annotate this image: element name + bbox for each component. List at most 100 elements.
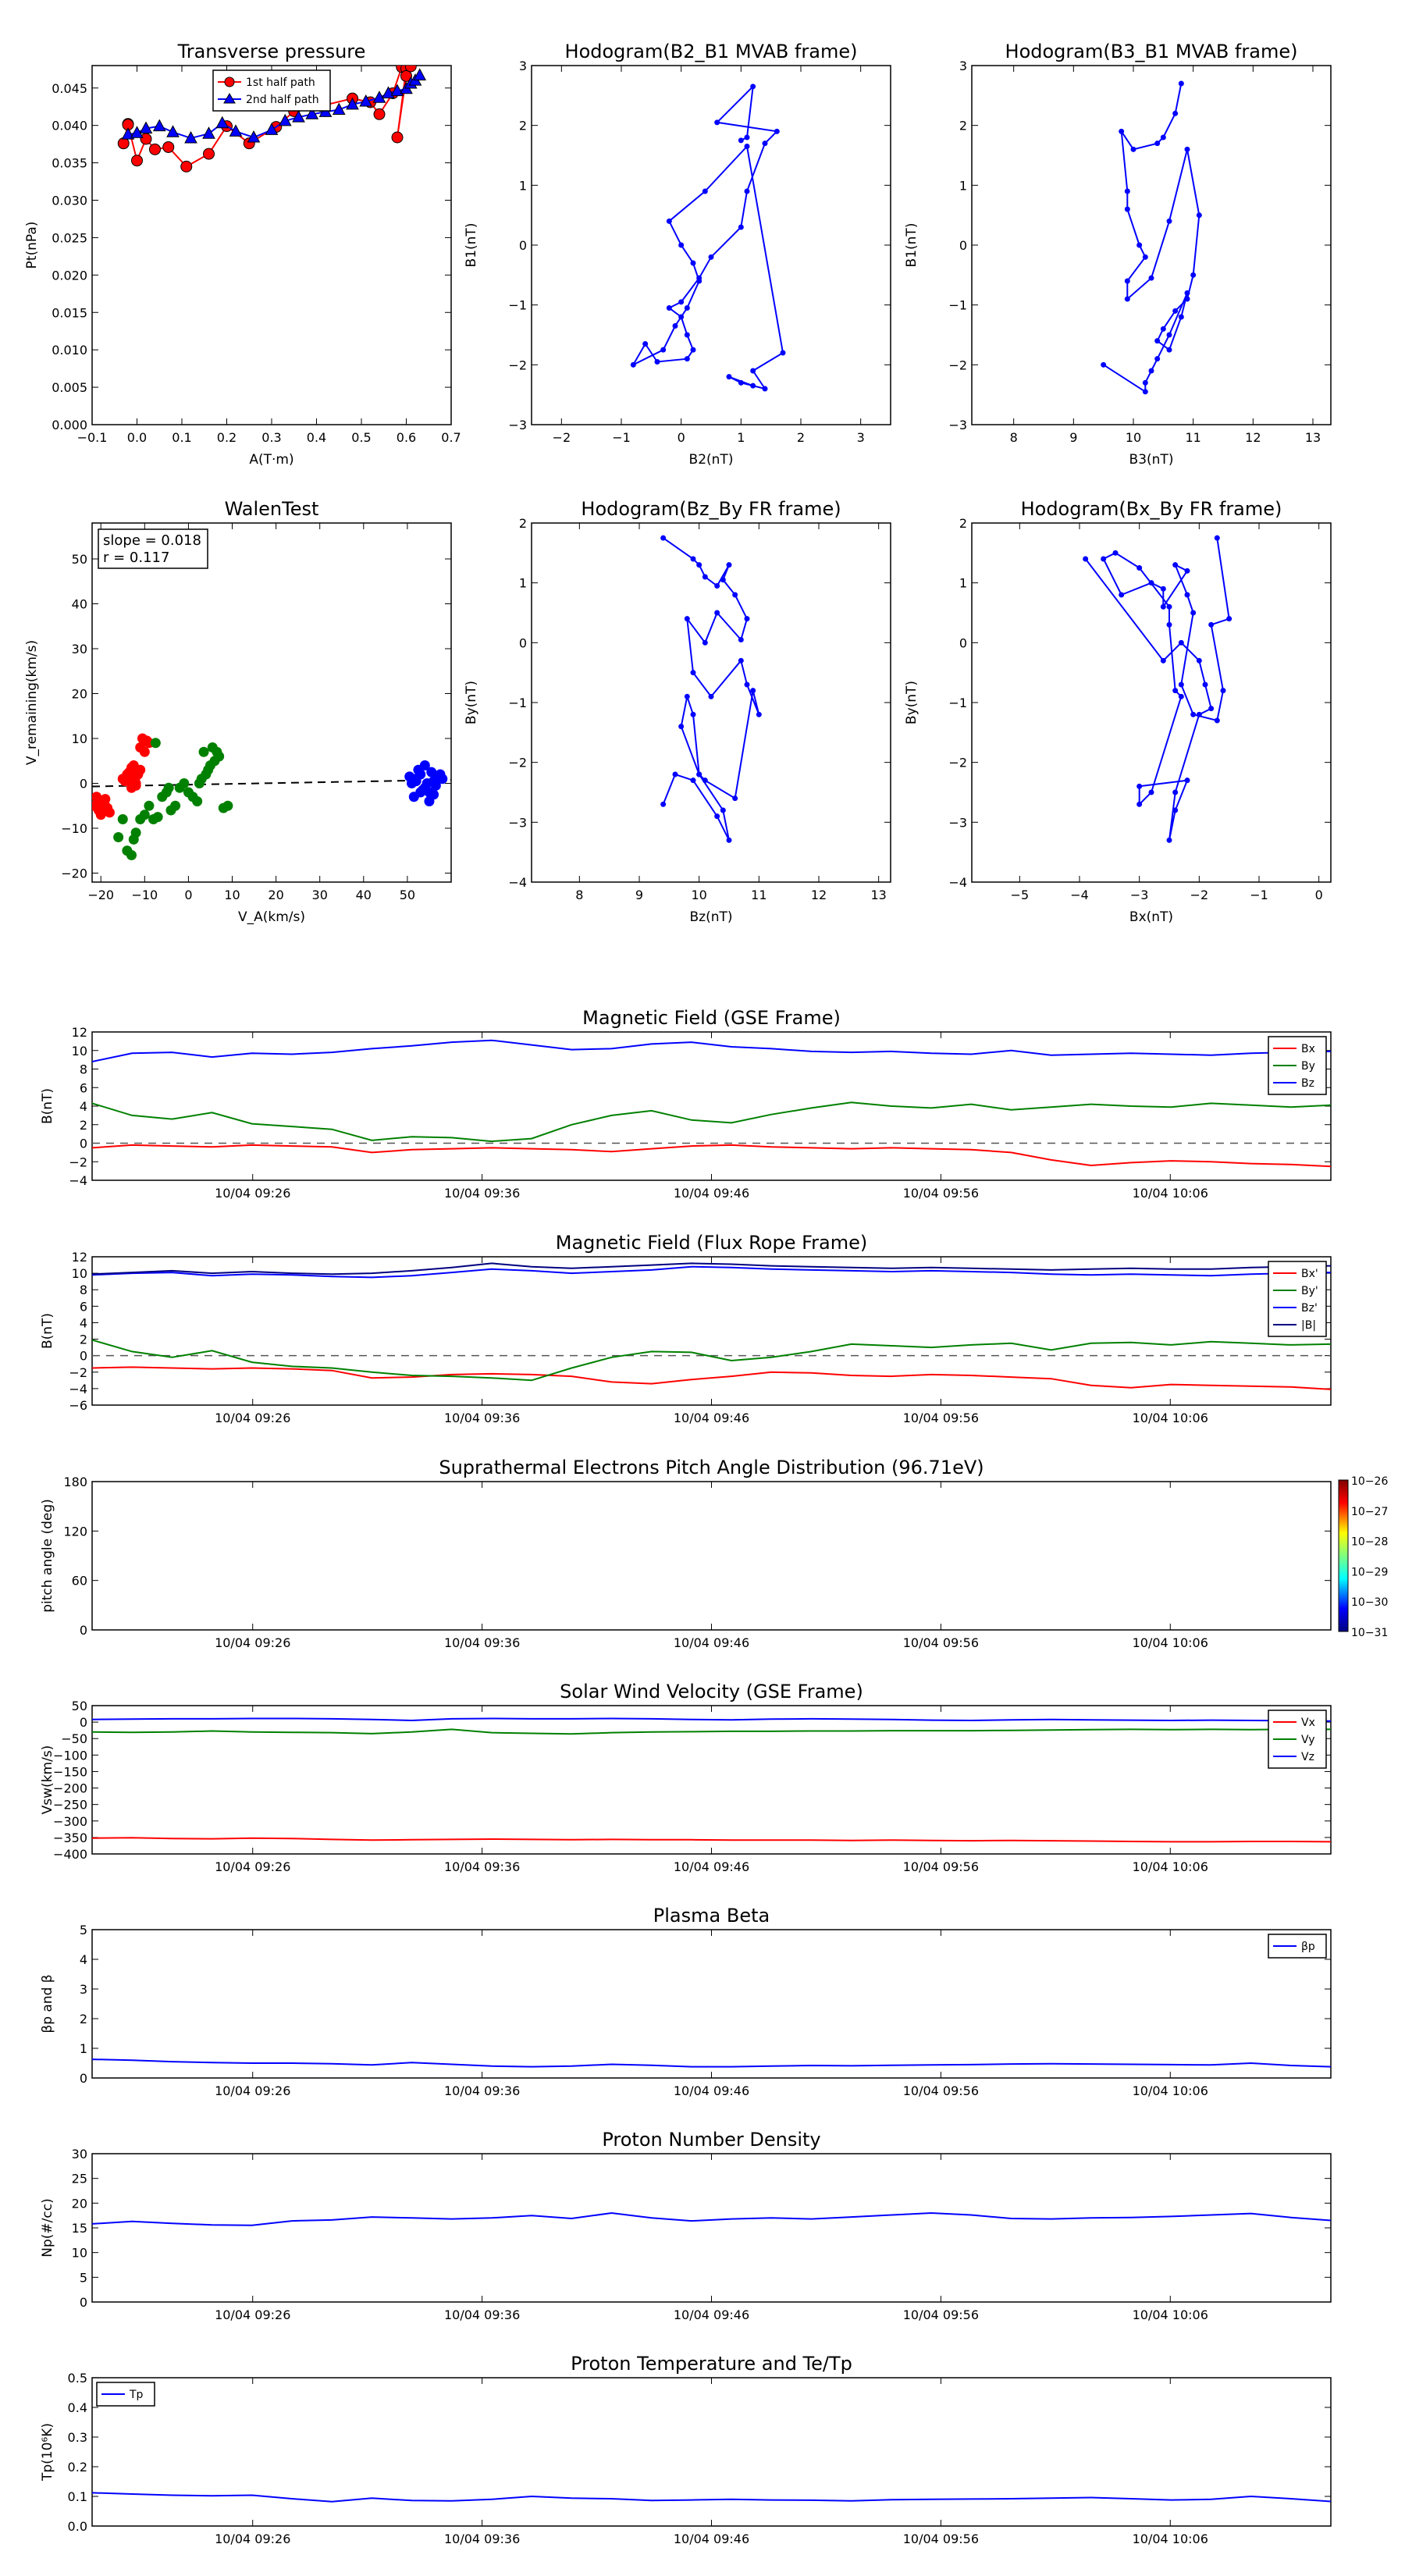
data-point (404, 771, 415, 782)
x-tick-label: 40 (356, 888, 372, 902)
data-point (419, 760, 430, 770)
data-point (690, 556, 696, 562)
data-point (1136, 783, 1143, 789)
legend-marker (224, 76, 235, 87)
y-tick-label: 0.025 (52, 230, 87, 245)
data-point (1190, 272, 1197, 278)
chart-h3: Hodogram(Bz_By FR frame)8 9 10 11 12 13−4−3−2… (464, 498, 891, 925)
y-tick-label: −350 (53, 1831, 87, 1845)
y-tick-label: −4 (69, 1382, 87, 1397)
y-tick-label: 0.0 (68, 2519, 87, 2534)
chart-title: Magnetic Field (GSE Frame) (582, 1007, 841, 1029)
x-axis-label: Bx(nT) (1129, 909, 1173, 925)
x-tick-label: 10/04 09:56 (903, 1411, 979, 1425)
data-point (128, 834, 139, 845)
data-point (152, 812, 163, 823)
data-point (162, 141, 175, 153)
data-point (222, 800, 233, 811)
y-axis-label: βp and β (40, 1974, 55, 2033)
y-tick-label: 20 (72, 687, 87, 702)
plot-area (92, 733, 451, 860)
y-tick-label: 0 (519, 238, 527, 253)
plot-frame (531, 522, 891, 883)
y-tick-label: 10 (72, 731, 87, 746)
y-tick-label: −1 (948, 298, 967, 313)
data-point (1083, 556, 1089, 562)
data-point (92, 800, 100, 811)
data-point (1220, 688, 1226, 694)
data-point (690, 670, 696, 676)
x-tick-label: 10/04 09:46 (674, 1859, 749, 1874)
data-point (1160, 603, 1166, 610)
data-point (1184, 568, 1190, 574)
data-point (726, 837, 732, 843)
data-point (1196, 212, 1202, 219)
y-tick-label: −2 (508, 358, 527, 372)
legend-label: βp (1301, 1941, 1315, 1953)
data-point (1112, 550, 1119, 556)
y-axis-label: B1(nT) (464, 223, 479, 268)
plot-frame (91, 1481, 1332, 1631)
legend-label: By' (1301, 1285, 1318, 1297)
data-point (1184, 296, 1190, 302)
legend-label: Bz (1301, 1077, 1314, 1090)
data-point (684, 616, 690, 622)
y-tick-label: 0 (959, 635, 967, 650)
chart-h1: Hodogram(B2_B1 MVAB frame) −2 −1 0 1 2 3 −3 −2 −1… (464, 41, 891, 468)
y-axis-label: B(nT) (40, 1313, 55, 1349)
data-point (660, 535, 667, 541)
data-point (726, 562, 732, 568)
data-point (744, 188, 750, 194)
chart-beta: Plasma Beta 10/04 09:26 10/04 09:36 10/04 0… (40, 1905, 1332, 2098)
data-point (684, 356, 690, 362)
data-point (738, 657, 744, 664)
data-point (121, 127, 135, 140)
chart-mag_gse: Magnetic Field (GSE Frame) 10/04 09:26 10/… (40, 1007, 1332, 1201)
legend-label: Vy (1301, 1734, 1315, 1746)
chart-vsw: Solar Wind Velocity (GSE Frame) 10/04 09:… (40, 1681, 1332, 1874)
data-point (292, 110, 305, 123)
y-tick-label: 5 (80, 1923, 87, 1937)
x-tick-label: 10/04 09:56 (903, 2532, 979, 2546)
data-point (1178, 314, 1184, 320)
y-tick-label: 12 (72, 1025, 87, 1040)
y-tick-label: 0 (80, 1623, 87, 1638)
data-point (744, 681, 750, 688)
data-point (117, 137, 130, 150)
y-tick-label: 0 (519, 635, 527, 650)
x-tick-label: 10 (691, 888, 706, 902)
y-tick-label: 0.000 (52, 418, 87, 432)
data-point (1136, 801, 1143, 807)
x-tick-label: −2 (1190, 888, 1209, 902)
data-point (1208, 706, 1215, 712)
x-tick-label: 10/04 09:26 (215, 1635, 290, 1650)
y-axis-label: Tp(10⁶K) (40, 2423, 55, 2482)
data-point (696, 278, 702, 284)
y-axis-label: pitch angle (deg) (40, 1499, 55, 1613)
data-point (1172, 807, 1179, 813)
data-point (144, 800, 155, 811)
data-point (780, 350, 786, 356)
data-point (714, 583, 720, 589)
x-tick-label: −10 (131, 888, 158, 902)
data-point (372, 91, 386, 103)
data-point (1166, 332, 1172, 338)
legend-marker (223, 93, 236, 104)
y-tick-label: 2 (519, 516, 527, 531)
y-tick-label: −2 (948, 756, 967, 770)
data-point (229, 124, 243, 137)
legend-box (212, 69, 331, 112)
y-tick-label: −50 (61, 1731, 87, 1746)
chart-pad: Suprathermal Electrons Pitch Angle Distr… (40, 1457, 1388, 1650)
y-tick-label: −20 (61, 866, 87, 881)
x-tick-label: 2 (797, 430, 805, 445)
y-tick-label: 0 (80, 2071, 87, 2086)
legend-box (1268, 1710, 1327, 1769)
y-tick-label: 0.1 (68, 2489, 87, 2504)
y-tick-label: 0.5 (68, 2371, 87, 2386)
data-point (203, 148, 215, 160)
y-tick-label: 0 (80, 1137, 87, 1151)
data-point (170, 800, 181, 811)
y-tick-label: 0.005 (52, 380, 87, 395)
data-point (672, 323, 678, 329)
